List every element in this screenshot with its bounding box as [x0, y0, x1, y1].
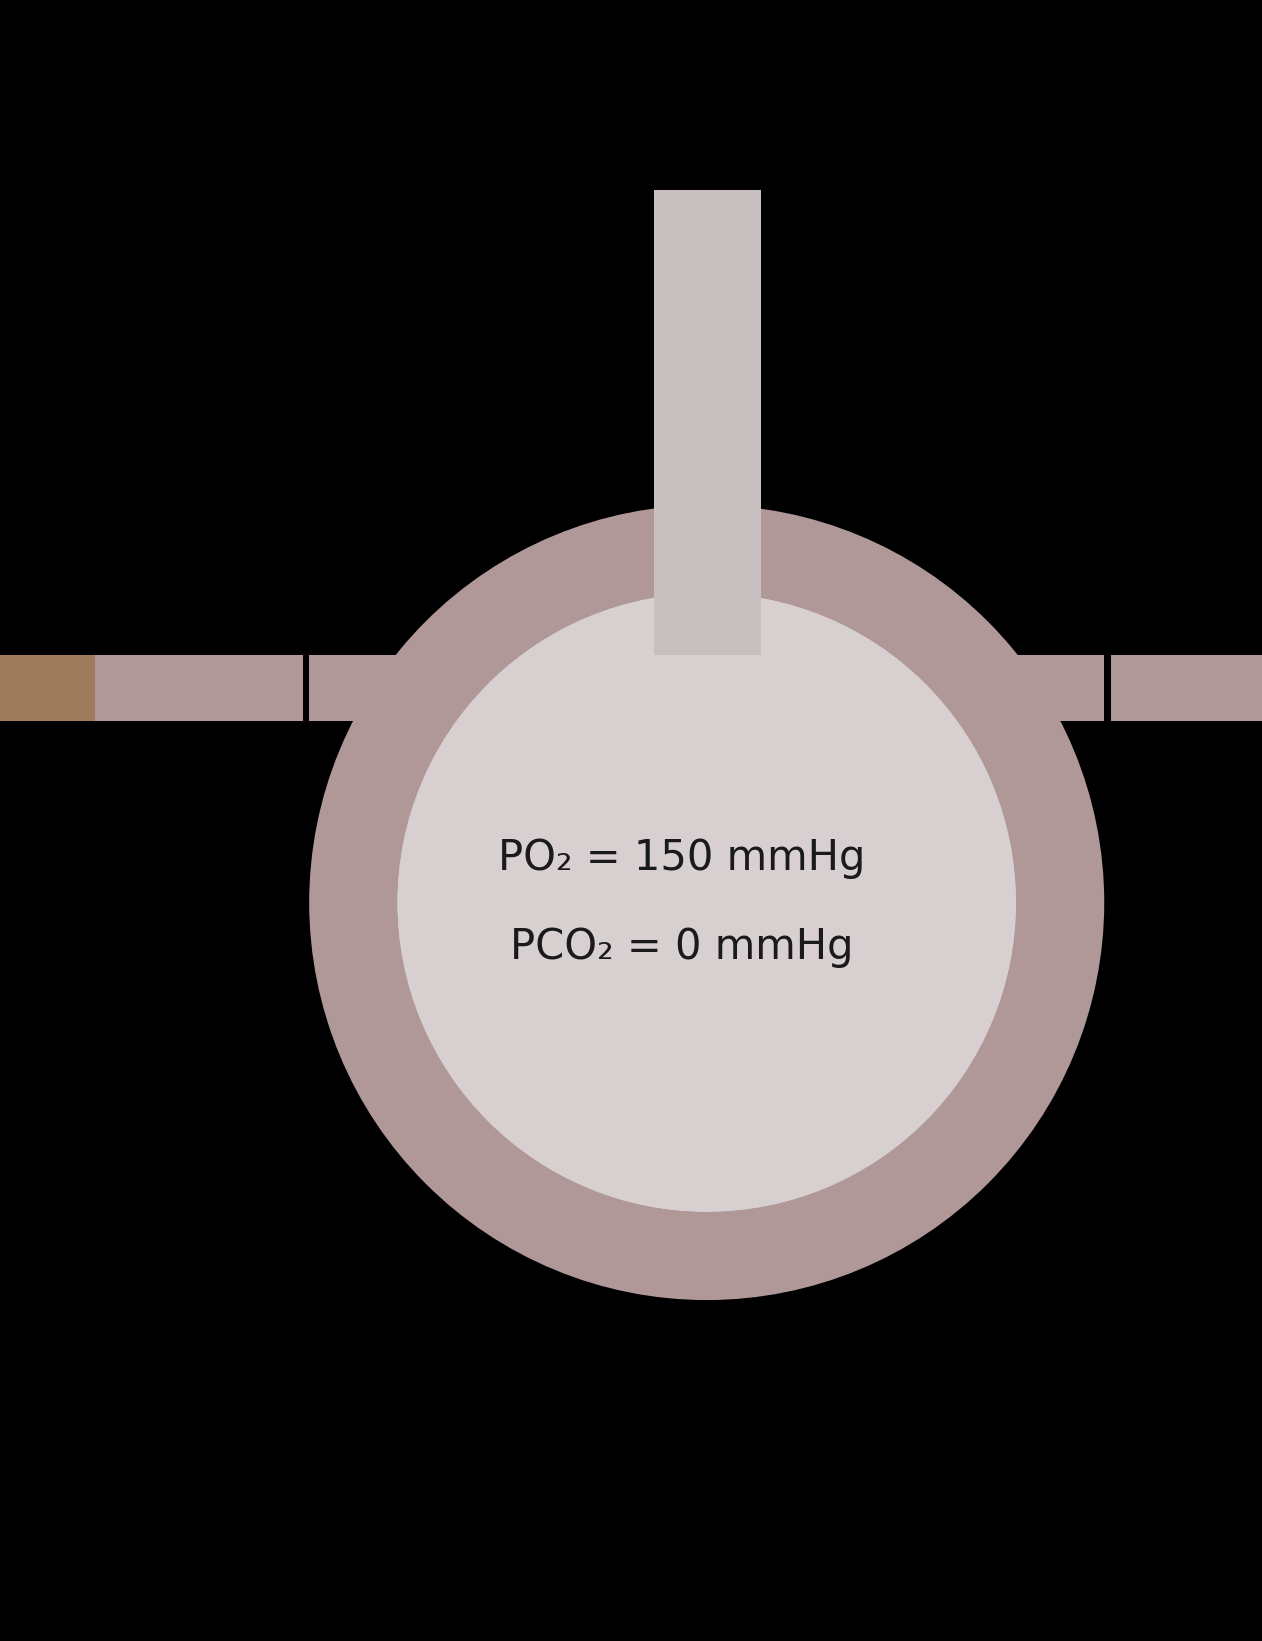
- Bar: [654, 581, 761, 640]
- Circle shape: [398, 594, 1016, 1211]
- Bar: [0, 655, 95, 720]
- Bar: [654, 126, 761, 655]
- Circle shape: [309, 505, 1104, 1300]
- Bar: [0, 655, 303, 720]
- Circle shape: [398, 594, 1016, 1211]
- Text: PCO₂ = 0 mmHg: PCO₂ = 0 mmHg: [510, 926, 853, 968]
- Bar: [654, 126, 761, 505]
- Text: PO₂ = 150 mmHg: PO₂ = 150 mmHg: [497, 837, 866, 880]
- Bar: [1111, 655, 1262, 720]
- Bar: [654, 126, 761, 517]
- Bar: [309, 655, 1104, 720]
- Bar: [654, 455, 761, 606]
